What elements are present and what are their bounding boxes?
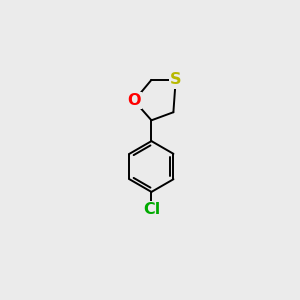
Text: Cl: Cl (143, 202, 160, 217)
Text: O: O (128, 93, 141, 108)
Text: S: S (170, 72, 182, 87)
